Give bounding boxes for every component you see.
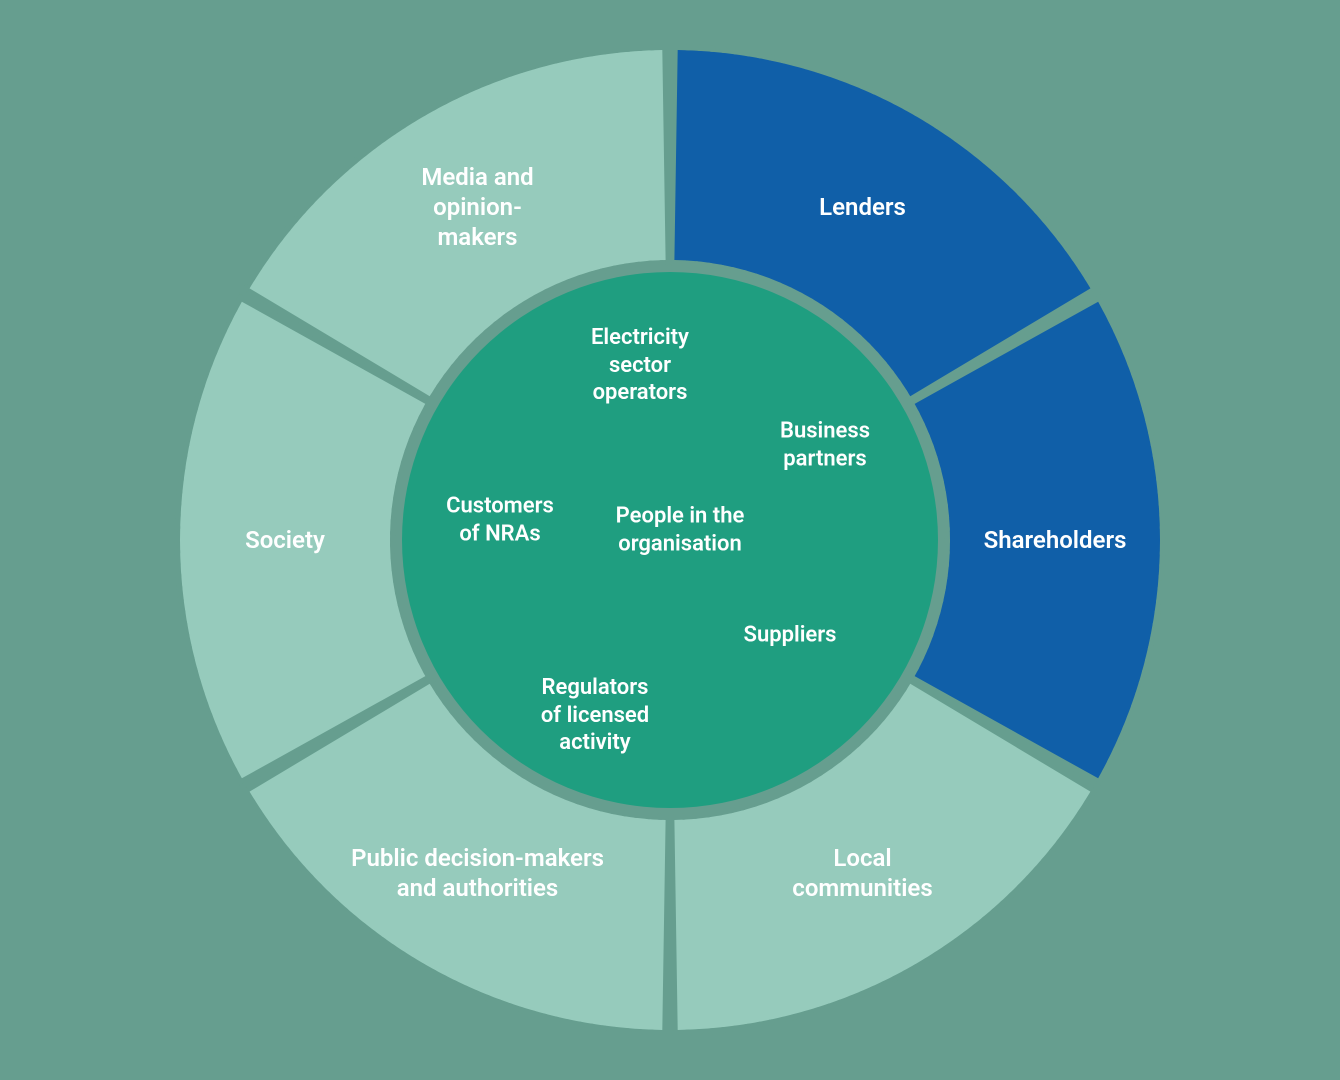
center-label: People in the organisation [616, 503, 745, 558]
center-label: Regulators of licensed activity [541, 674, 649, 757]
segment-label: Society [245, 525, 325, 555]
segment-label: Public decision-makers and authorities [351, 843, 604, 903]
center-label: Suppliers [744, 621, 837, 649]
segment-label: Media and opinion- makers [421, 162, 533, 252]
segment-label: Local communities [792, 843, 932, 903]
segment-label: Shareholders [984, 525, 1127, 555]
center-label: Customers of NRAs [446, 493, 554, 548]
segment-label: Lenders [819, 192, 906, 222]
diagram-stage: Lenders Shareholders Local communities Publ… [0, 0, 1340, 1080]
center-label: Electricity sector operators [591, 324, 689, 407]
center-label: Business partners [780, 418, 870, 473]
